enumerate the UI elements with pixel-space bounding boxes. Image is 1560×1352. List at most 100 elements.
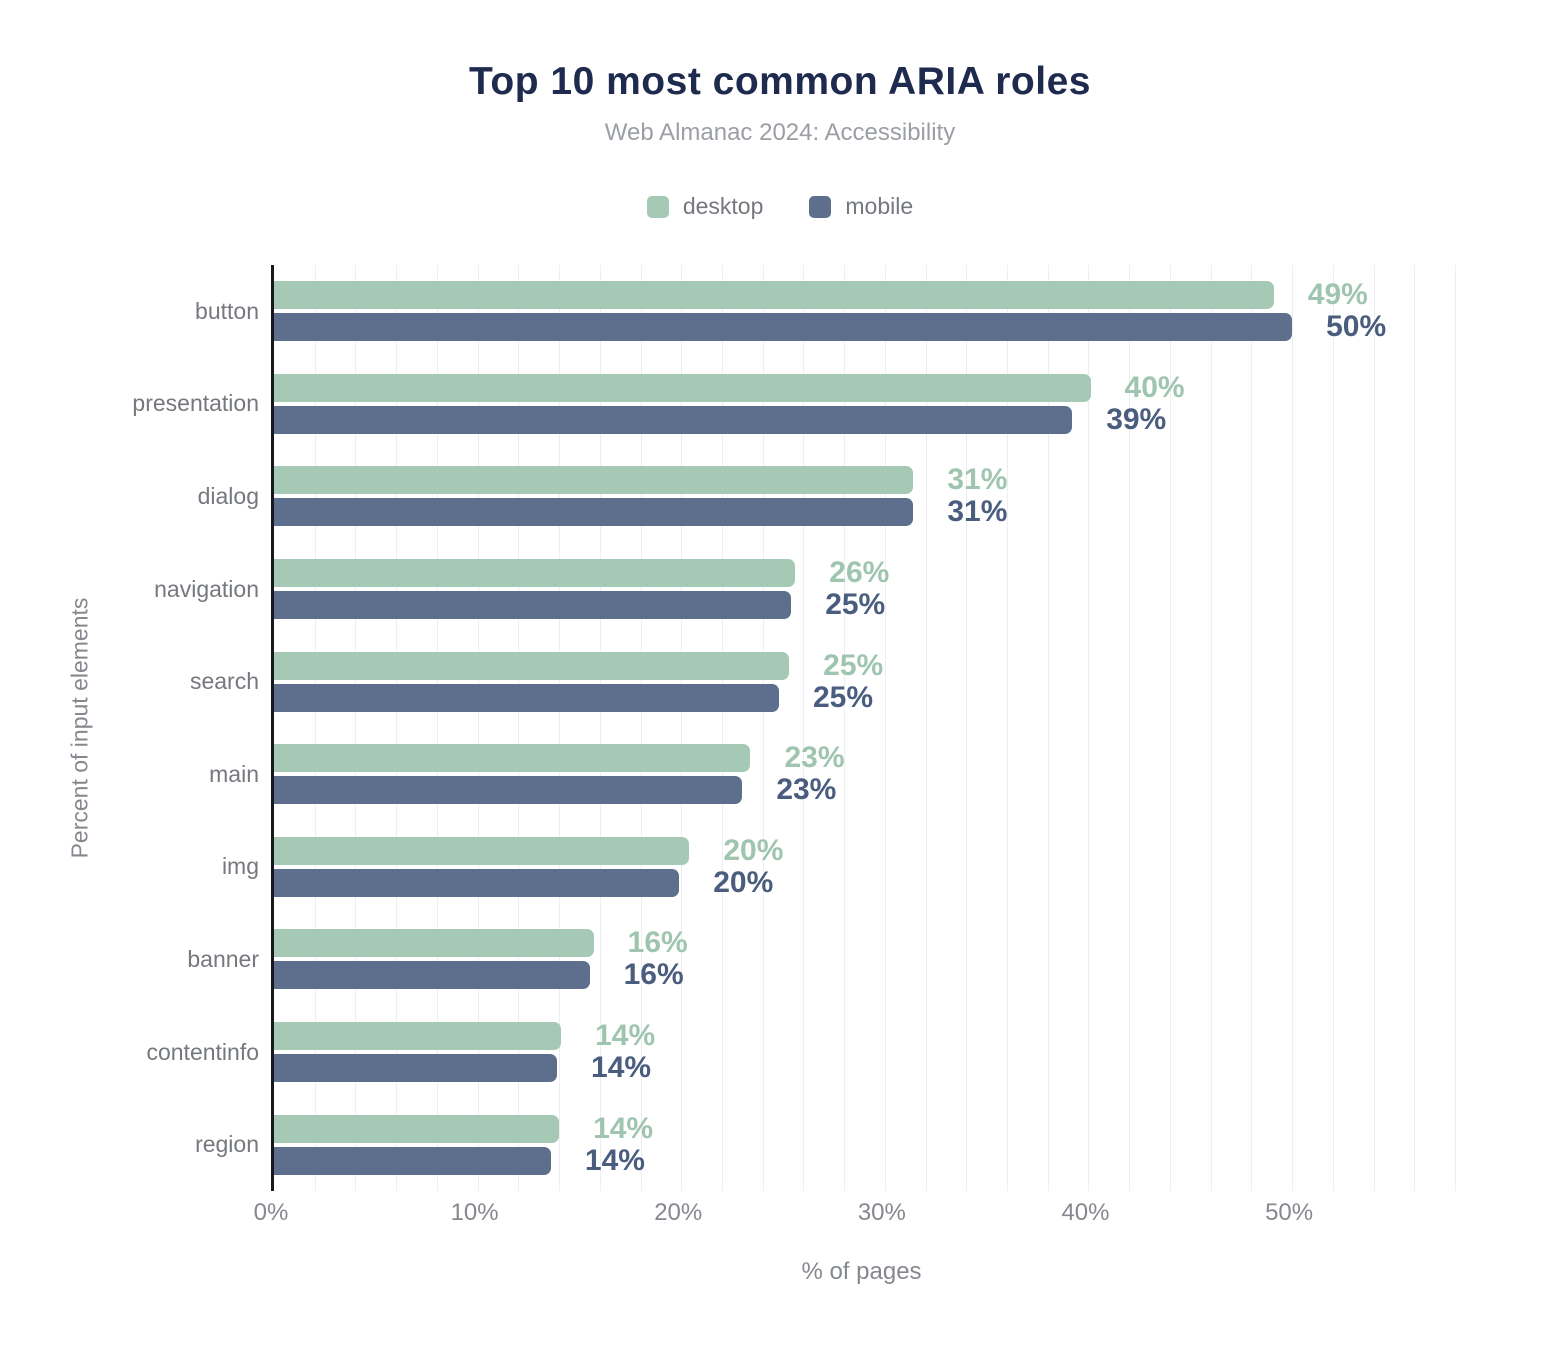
gridline	[803, 265, 805, 1191]
bar-group-main: 23% 23%	[274, 728, 1455, 821]
bar-line: 20%	[274, 867, 1455, 897]
mobile-bar	[274, 683, 779, 712]
bar-group-dialog: 31% 31%	[274, 450, 1455, 543]
gridline	[355, 265, 357, 1191]
gridline	[681, 265, 683, 1191]
bar-group-button: 49% 50%	[274, 265, 1455, 358]
category-label: presentation	[132, 390, 259, 417]
desktop-value-label: 14%	[593, 1111, 654, 1145]
bar-line: 20%	[274, 833, 1455, 867]
category-label: contentinfo	[146, 1038, 259, 1065]
desktop-bar	[274, 744, 751, 773]
legend-item-mobile: mobile	[809, 193, 913, 220]
gridline	[314, 265, 316, 1191]
desktop-value-label: 23%	[784, 741, 845, 775]
bar-line: 39%	[274, 402, 1455, 436]
category-axis: button presentation dialog navigation search…	[0, 265, 259, 1191]
gridline	[1455, 265, 1456, 1191]
bar-line: 25%	[274, 588, 1455, 622]
chart-subtitle: Web Almanac 2024: Accessibility	[604, 119, 956, 146]
bar-group-img: 20% 20%	[274, 821, 1455, 914]
category-label: main	[209, 760, 259, 787]
x-axis-ticks: 0% 10% 20% 30% 40% 50%	[254, 1199, 1452, 1231]
gridline	[1047, 265, 1049, 1191]
mobile-value-label: 23%	[776, 773, 837, 807]
desktop-value-label: 49%	[1307, 278, 1368, 312]
desktop-swatch-icon	[646, 195, 669, 218]
mobile-value-label: 31%	[947, 495, 1008, 529]
bar-line: 50%	[274, 310, 1455, 344]
bar-group-region: 14% 14%	[274, 1098, 1455, 1191]
mobile-value-label: 39%	[1106, 402, 1167, 436]
legend-label: mobile	[845, 193, 914, 219]
gridline	[436, 265, 438, 1191]
bar-line: 16%	[274, 958, 1455, 992]
gridline	[925, 265, 927, 1191]
desktop-value-label: 40%	[1124, 370, 1185, 404]
gridline	[1088, 265, 1090, 1191]
mobile-value-label: 50%	[1326, 310, 1387, 344]
gridline	[640, 265, 642, 1191]
gridline	[1129, 265, 1131, 1191]
mobile-value-label: 25%	[825, 588, 886, 622]
gridline	[1373, 265, 1375, 1191]
mobile-value-label: 14%	[591, 1051, 652, 1085]
gridline	[477, 265, 479, 1191]
mobile-bar	[274, 1054, 558, 1083]
gridline	[1210, 265, 1212, 1191]
mobile-bar	[274, 498, 914, 527]
mobile-value-label: 16%	[623, 958, 684, 992]
desktop-bar	[274, 1114, 560, 1143]
bar-line: 14%	[274, 1111, 1455, 1145]
bar-line: 49%	[274, 278, 1455, 312]
gridline	[559, 265, 561, 1191]
legend-label: desktop	[682, 193, 764, 219]
bar-group-navigation: 26% 25%	[274, 543, 1455, 636]
bar-line: 14%	[274, 1145, 1455, 1175]
category-label: search	[189, 668, 259, 695]
legend-item-desktop: desktop	[646, 193, 764, 220]
desktop-value-label: 14%	[595, 1019, 656, 1053]
bar-group-contentinfo: 14% 14%	[274, 1006, 1455, 1099]
gridline	[599, 265, 601, 1191]
gridline	[721, 265, 723, 1191]
mobile-swatch-icon	[809, 195, 832, 218]
bar-line: 23%	[274, 773, 1455, 807]
desktop-bar	[274, 836, 690, 865]
mobile-bar	[274, 405, 1073, 434]
desktop-bar	[274, 1022, 562, 1051]
mobile-bar	[274, 1146, 551, 1175]
mobile-value-label: 25%	[812, 680, 874, 714]
x-tick-label: 0%	[253, 1199, 289, 1226]
gridline	[884, 265, 886, 1191]
desktop-bar	[274, 281, 1274, 310]
desktop-bar	[274, 651, 790, 680]
gridline	[1414, 265, 1416, 1191]
bar-line: 40%	[274, 370, 1455, 404]
bar-group-presentation: 40% 39%	[274, 358, 1455, 451]
x-tick-label: 20%	[654, 1199, 703, 1226]
bar-line: 26%	[274, 556, 1455, 590]
desktop-bar	[274, 466, 914, 495]
plot-area: 49% 50% 40% 39% 31% 31% 26% 25% 25% 25% 23% 23% 20% 2…	[271, 265, 1456, 1191]
desktop-value-label: 26%	[829, 556, 890, 590]
gridline	[1007, 265, 1009, 1191]
x-axis-title: % of pages	[801, 1258, 922, 1285]
bar-line: 31%	[274, 465, 1455, 495]
bar-line: 16%	[274, 928, 1455, 958]
mobile-bar	[274, 961, 590, 990]
category-label: img	[221, 853, 259, 880]
bar-line: 14%	[274, 1051, 1455, 1085]
mobile-bar	[274, 868, 680, 897]
desktop-bar	[274, 929, 594, 958]
gridline	[518, 265, 520, 1191]
bar-group-banner: 16% 16%	[274, 913, 1455, 1006]
category-label: navigation	[154, 575, 259, 602]
category-label: region	[195, 1131, 259, 1158]
gridline	[844, 265, 846, 1191]
x-tick-label: 40%	[1061, 1199, 1110, 1226]
category-label: banner	[187, 945, 259, 972]
bar-rows: 49% 50% 40% 39% 31% 31% 26% 25% 25% 25% 23% 23% 20% 2…	[274, 265, 1455, 1191]
chart-title: Top 10 most common ARIA roles	[469, 60, 1091, 103]
desktop-value-label: 20%	[723, 833, 784, 867]
